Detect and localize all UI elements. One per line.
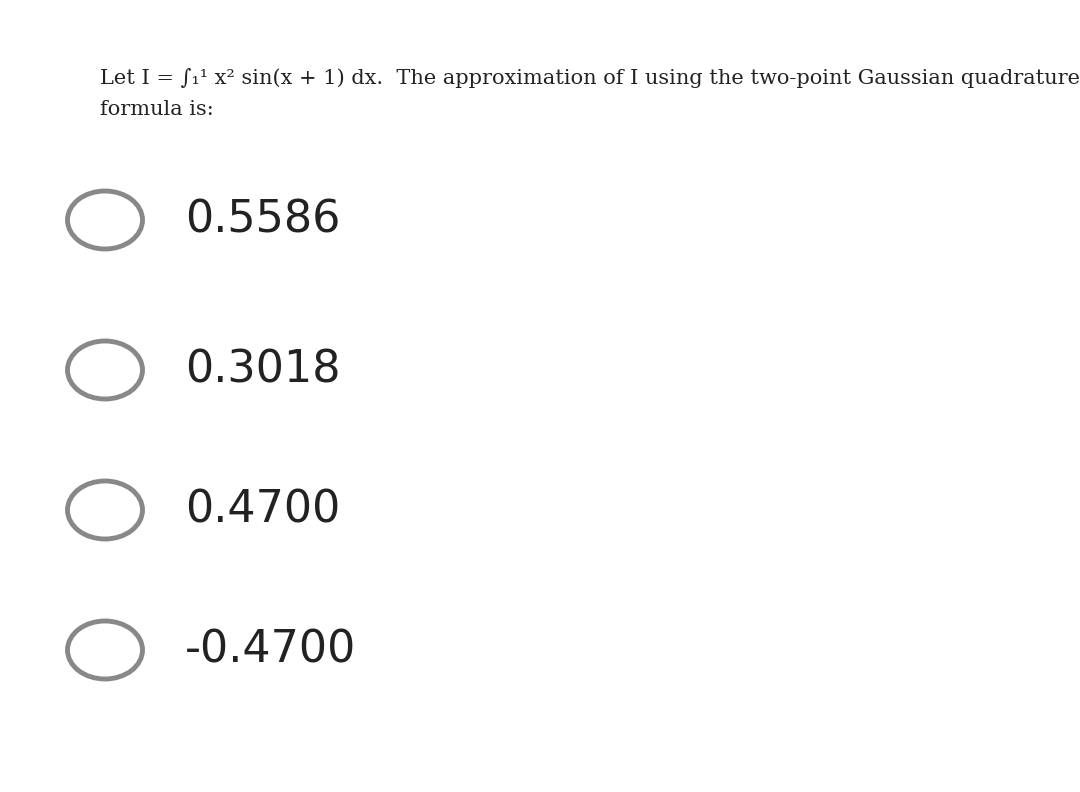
Text: 0.5586: 0.5586 [185, 199, 340, 242]
Text: formula is:: formula is: [100, 100, 214, 119]
Text: -0.4700: -0.4700 [185, 629, 356, 672]
Text: Let I = ∫₁¹ x² sin(x + 1) dx.  The approximation of I using the two-point Gaussi: Let I = ∫₁¹ x² sin(x + 1) dx. The approx… [100, 68, 1080, 88]
Text: 0.3018: 0.3018 [185, 348, 340, 391]
Text: 0.4700: 0.4700 [185, 489, 340, 531]
